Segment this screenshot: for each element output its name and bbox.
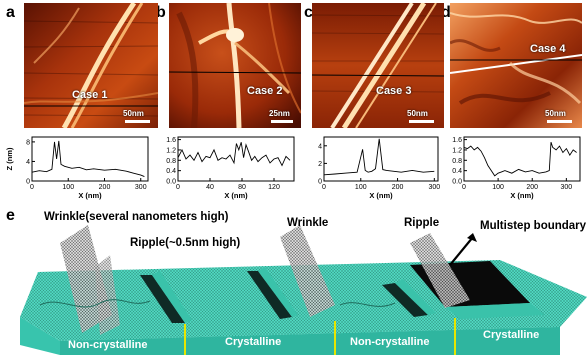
scale-bar-d [547,120,572,123]
panel-letter-c: c [304,4,313,21]
y-axis-label: Z (nm) [5,147,14,170]
afm-image-d: Case 4 50nm [450,3,582,128]
y-tick-label: 0.4 [166,168,176,175]
x-tick-label: 200 [392,184,404,191]
label-ripple-right: Ripple [404,217,440,229]
x-tick-label: 300 [428,184,440,191]
x-tick-label: 0 [176,184,180,191]
y-tick-label: 0 [318,179,322,186]
x-axis-label: X (nm) [224,191,248,200]
case-label-a: Case 1 [72,89,108,101]
y-tick-label: 0 [26,179,30,186]
region-label-3: Non-crystalline [350,336,430,348]
y-tick-label: 0.0 [452,179,462,186]
plot-frame [31,136,149,182]
profile-chart-b: 0 40 80 120 0.0 0.4 0.8 1.2 1.6 X (nm) [150,133,300,204]
scale-label-a: 50nm [123,109,144,118]
panel-letter-d: d [441,4,451,21]
panel-letter-e: e [6,207,15,224]
y-tick-label: 1.2 [166,147,176,154]
region-label-2: Crystalline [225,336,282,348]
scale-label-c: 50nm [407,109,428,118]
label-ripple-left: Ripple(~0.5nm high) [130,237,241,249]
panel-letter-b: b [156,4,166,21]
afm-image-b: Case 2 25nm [169,3,301,128]
x-tick-label: 200 [99,184,111,191]
x-tick-label: 300 [135,184,147,191]
y-tick-label: 4 [318,143,322,150]
boundary-arrow [449,236,474,266]
y-tick-label: 0.4 [452,168,462,175]
scale-bar-c [409,120,434,123]
profile-svg-c: 0 100 200 300 0 2 4 X (nm) [318,136,440,200]
y-tick-label: 0.8 [452,158,462,165]
profile-chart-a: 0 100 200 300 0 4 8 X (nm) Z (nm) [4,133,154,204]
profile-svg-d: 0 100 200 300 0.0 0.4 0.8 1.2 1.6 X (nm) [452,136,581,200]
x-tick-label: 0 [322,184,326,191]
afm-image-a: Case 1 50nm [24,3,158,128]
schematic-3d: Wrinkle(several nanometers high) Ripple(… [0,205,587,355]
x-tick-label: 100 [355,184,367,191]
y-tick-label: 1.6 [452,137,462,144]
wrinkle-plane-mid [280,225,335,317]
case-label-d: Case 4 [530,43,566,55]
x-tick-label: 0 [462,184,466,191]
y-tick-label: 2 [318,161,322,168]
scale-bar-a [125,120,150,123]
profile-line [463,142,577,177]
x-axis-label: X (nm) [78,191,102,200]
scale-label-b: 25nm [269,109,290,118]
ripple-strips [140,267,436,323]
x-tick-label: 200 [526,184,538,191]
y-tick-label: 1.2 [452,147,462,154]
label-multistep-boundary: Multistep boundary [480,220,587,232]
afm-image-c: Case 3 50nm [312,3,444,128]
case-label-c: Case 3 [376,85,412,97]
x-tick-label: 300 [561,184,573,191]
x-axis-label: X (nm) [369,191,393,200]
x-axis-label: X (nm) [510,191,534,200]
plot-frame [463,136,581,182]
profile-chart-c: 0 100 200 300 0 2 4 X (nm) [296,133,444,204]
x-tick-label: 100 [62,184,74,191]
profile-line [323,138,435,176]
x-tick-label: 0 [30,184,34,191]
panel-letter-a: a [6,4,15,21]
y-tick-label: 4 [26,159,30,166]
label-wrinkle-left: Wrinkle(several nanometers high) [44,211,229,223]
region-label-4: Crystalline [483,329,540,341]
scale-label-d: 50nm [545,109,566,118]
x-tick-label: 40 [206,184,214,191]
ripple-plane-right [410,233,470,308]
plot-frame [177,136,295,182]
y-tick-label: 1.6 [166,137,176,144]
y-tick-label: 0.0 [166,179,176,186]
y-tick-label: 0.8 [166,158,176,165]
x-tick-label: 120 [268,184,280,191]
plot-frame [323,136,439,182]
x-tick-label: 80 [238,184,246,191]
y-tick-label: 8 [26,139,30,146]
case-label-b: Case 2 [247,85,283,97]
profile-line [177,142,291,167]
region-label-1: Non-crystalline [68,339,148,351]
profile-line [31,140,145,178]
profile-chart-d: 0 100 200 300 0.0 0.4 0.8 1.2 1.6 X (nm) [436,133,586,204]
scale-bar-b [271,120,293,123]
x-tick-label: 100 [492,184,504,191]
profile-svg-a: 0 100 200 300 0 4 8 X (nm) Z (nm) [5,136,149,200]
label-wrinkle-mid: Wrinkle [287,217,329,229]
profile-svg-b: 0 40 80 120 0.0 0.4 0.8 1.2 1.6 X (nm) [166,136,295,200]
